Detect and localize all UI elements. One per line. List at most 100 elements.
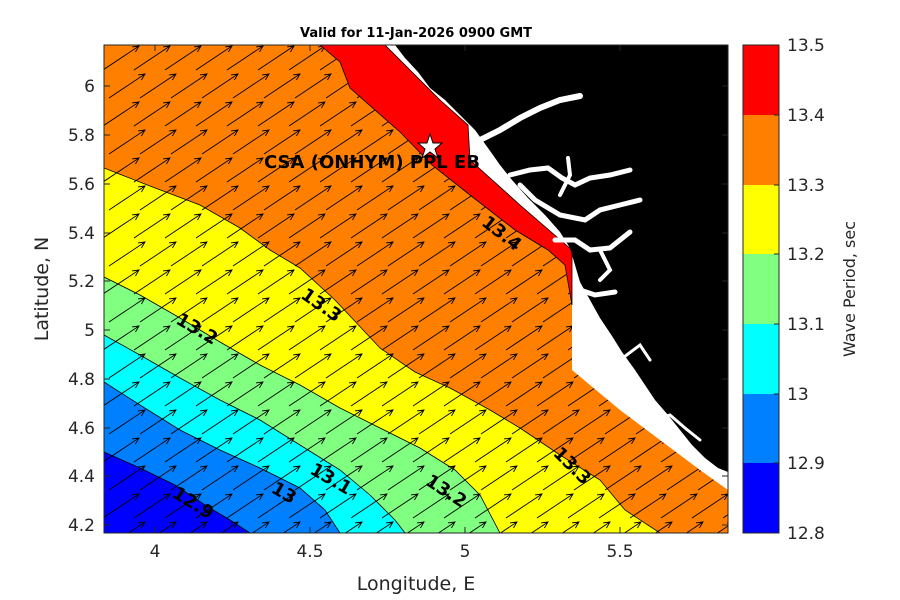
- vector-arrow: [319, 493, 357, 519]
- vector-arrow: [195, 381, 233, 407]
- vector-arrow: [598, 493, 636, 519]
- vector-arrow: [660, 493, 698, 519]
- vector-arrow: [350, 381, 388, 407]
- vector-arrow: [257, 325, 295, 351]
- vector-arrow: [226, 437, 264, 463]
- vector-arrow: [201, 353, 239, 379]
- vector-arrow: [443, 381, 481, 407]
- vector-arrow: [325, 465, 363, 491]
- vector-arrow: [474, 437, 512, 463]
- vector-arrow: [325, 241, 363, 267]
- vector-arrow: [158, 521, 177, 533]
- vector-arrow: [170, 353, 208, 379]
- vector-arrow: [232, 409, 270, 435]
- vector-arrow: [195, 213, 233, 239]
- vector-arrow: [480, 409, 518, 435]
- vector-arrow: [561, 521, 580, 533]
- vector-arrow: [350, 157, 388, 183]
- vector-arrow: [195, 157, 233, 183]
- vector-arrow: [108, 185, 146, 211]
- vector-arrow: [387, 297, 425, 323]
- vector-arrow: [263, 297, 301, 323]
- vector-arrow: [226, 493, 264, 519]
- vector-arrow: [108, 353, 146, 379]
- vector-arrow: [319, 437, 357, 463]
- vector-arrow: [325, 185, 363, 211]
- vector-arrow: [412, 213, 450, 239]
- vector-arrow: [387, 465, 425, 491]
- vector-arrow: [635, 465, 673, 491]
- vector-arrow: [164, 381, 202, 407]
- vector-arrow: [536, 437, 574, 463]
- vector-arrow: [654, 521, 673, 533]
- vector-arrow: [288, 493, 326, 519]
- map-title: Valid for 11-Jan-2026 0900 GMT: [300, 26, 532, 41]
- vector-arrow: [164, 157, 202, 183]
- vector-arrow: [511, 297, 549, 323]
- vector-arrow: [294, 297, 332, 323]
- vector-arrow: [232, 129, 270, 155]
- vector-arrow: [257, 381, 295, 407]
- vector-arrow: [282, 521, 301, 533]
- vector-arrow: [108, 73, 146, 99]
- y-tick-label: 4.8: [68, 370, 95, 390]
- vector-arrow: [623, 521, 642, 533]
- vector-arrow: [288, 157, 326, 183]
- vector-arrow: [536, 493, 574, 519]
- vector-arrow: [108, 465, 146, 491]
- vector-arrow: [201, 73, 239, 99]
- y-tick-label: 5: [84, 321, 95, 341]
- colorbar-tick-label: 12.9: [787, 454, 825, 474]
- colorbar: [742, 44, 780, 534]
- vector-arrow: [449, 297, 487, 323]
- vector-arrow: [505, 437, 543, 463]
- vector-arrow: [474, 325, 512, 351]
- vector-arrow: [319, 325, 357, 351]
- vector-arrow: [474, 269, 512, 295]
- vector-arrow: [201, 297, 239, 323]
- vector-arrow: [381, 493, 419, 519]
- vector-arrow: [288, 381, 326, 407]
- vector-arrow: [387, 241, 425, 267]
- vector-arrow: [263, 241, 301, 267]
- vector-arrow: [387, 409, 425, 435]
- y-tick-marks: [104, 85, 728, 526]
- vector-arrow: [257, 101, 295, 127]
- vector-arrow: [480, 241, 518, 267]
- vector-arrow: [108, 241, 146, 267]
- vector-arrow: [263, 129, 301, 155]
- vector-arrow: [189, 521, 208, 533]
- vector-arrow: [288, 101, 326, 127]
- vector-arrow: [685, 521, 704, 533]
- vector-arrow: [164, 45, 202, 71]
- vector-arrow: [511, 409, 549, 435]
- vector-arrow: [170, 409, 208, 435]
- vector-arrow: [257, 437, 295, 463]
- vector-arrow: [437, 521, 456, 533]
- vector-arrow: [412, 325, 450, 351]
- site-label: CSA (ONHYM) PPL EB: [264, 152, 480, 173]
- vector-arrow: [108, 409, 146, 435]
- vector-arrow: [387, 353, 425, 379]
- plot-area: [104, 45, 728, 533]
- vector-arrow: [542, 465, 580, 491]
- vector-arrow: [104, 101, 140, 126]
- vector-arrow: [294, 409, 332, 435]
- vector-arrow: [592, 521, 611, 533]
- vector-arrow: [480, 297, 518, 323]
- vector-arrow: [319, 101, 357, 127]
- vector-arrow: [164, 493, 202, 519]
- vector-arrow: [170, 185, 208, 211]
- vector-arrow: [263, 73, 301, 99]
- vector-arrow: [164, 325, 202, 351]
- colorbar-tick-label: 13.2: [787, 245, 825, 265]
- vector-arrow: [381, 269, 419, 295]
- colorbar-tick-label: 13: [787, 385, 809, 405]
- vector-arrow: [104, 437, 140, 462]
- vector-arrow: [226, 269, 264, 295]
- vector-arrow: [170, 297, 208, 323]
- vector-arrow: [598, 437, 636, 463]
- vector-arrow: [418, 297, 456, 323]
- vector-arrow: [133, 45, 171, 71]
